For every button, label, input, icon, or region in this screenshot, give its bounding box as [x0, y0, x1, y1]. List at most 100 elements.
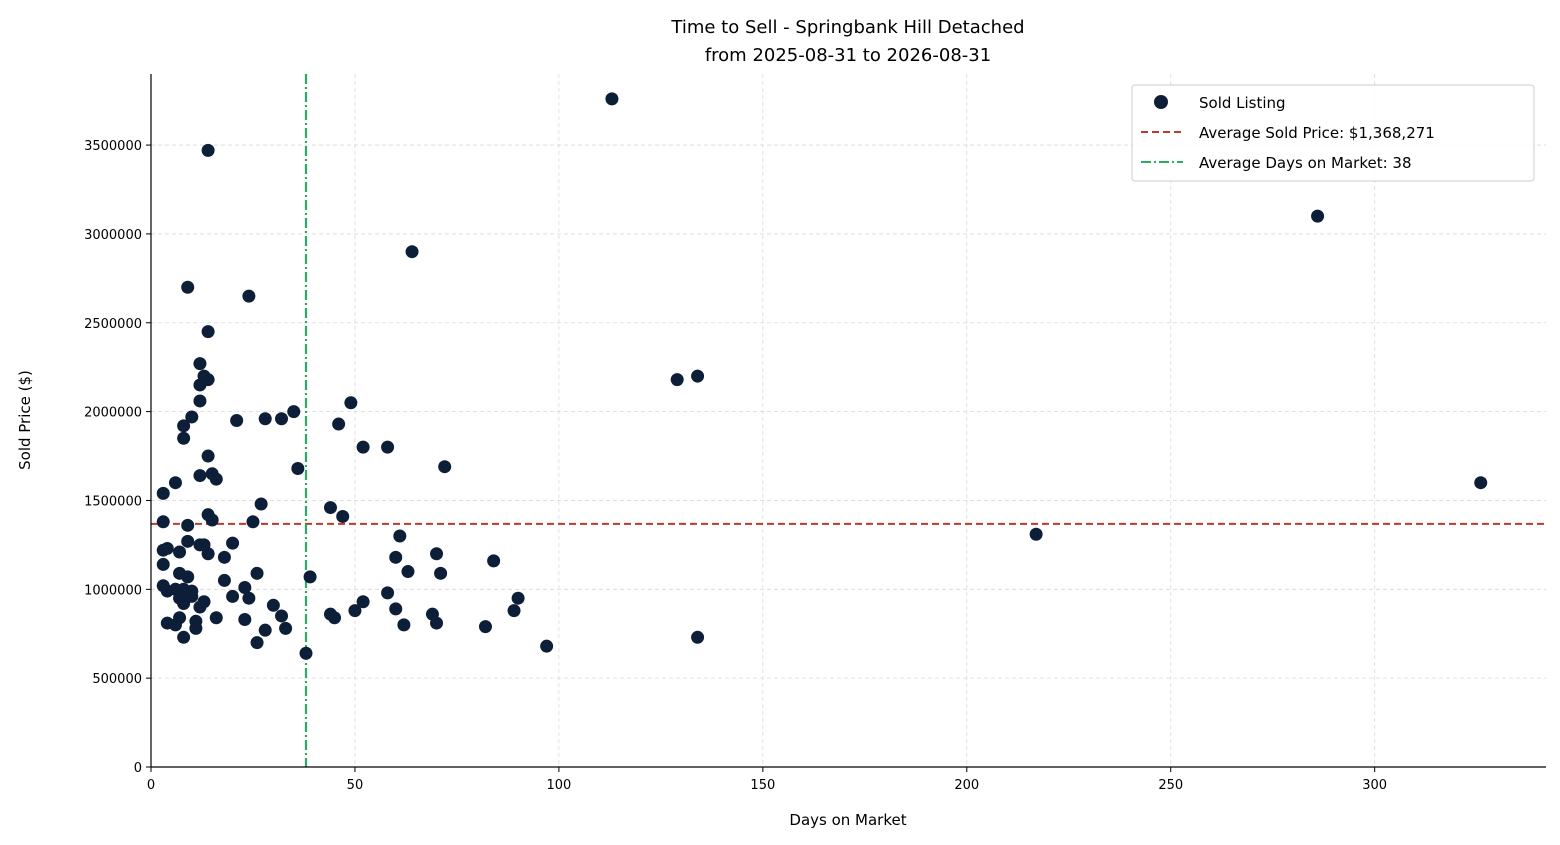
data-point — [193, 394, 207, 408]
y-tick-label: 3000000 — [84, 228, 142, 243]
data-point — [434, 566, 448, 580]
data-point — [1029, 527, 1043, 541]
data-point — [226, 536, 240, 550]
data-point — [201, 547, 215, 561]
data-point — [258, 412, 272, 426]
data-point — [393, 529, 407, 543]
data-point — [217, 573, 231, 587]
data-point — [507, 604, 521, 618]
chart-title: Time to Sell - Springbank Hill Detached — [670, 17, 1024, 38]
data-point — [1474, 476, 1488, 490]
data-point — [279, 621, 293, 635]
data-point — [181, 570, 195, 584]
data-point — [160, 541, 174, 555]
data-point — [197, 595, 211, 609]
y-tick-label: 2000000 — [84, 406, 142, 421]
data-point — [173, 545, 187, 559]
data-point — [389, 550, 403, 564]
data-point — [177, 630, 191, 644]
x-axis-title: Days on Market — [789, 811, 906, 829]
data-point — [181, 518, 195, 532]
x-tick-label: 0 — [147, 778, 155, 793]
legend-label-average-price: Average Sold Price: $1,368,271 — [1199, 124, 1435, 142]
data-point — [230, 414, 244, 427]
data-point — [254, 497, 268, 511]
data-point — [168, 476, 182, 490]
legend-label-sold-listing: Sold Listing — [1199, 94, 1286, 112]
data-point — [275, 412, 289, 426]
x-tick-label: 50 — [347, 778, 364, 793]
data-point — [356, 440, 370, 454]
y-tick-label: 500000 — [92, 672, 142, 687]
data-point — [209, 611, 223, 625]
data-point — [173, 611, 187, 625]
chart-subtitle: from 2025-08-31 to 2026-08-31 — [705, 45, 991, 66]
data-point — [156, 515, 170, 529]
data-point — [185, 589, 199, 603]
data-point — [250, 636, 264, 650]
data-point — [511, 591, 525, 605]
data-point — [328, 611, 342, 625]
legend-label-average-days: Average Days on Market: 38 — [1199, 154, 1412, 172]
data-point — [478, 620, 492, 634]
data-point — [291, 461, 305, 475]
data-point — [246, 515, 260, 529]
data-point — [670, 373, 684, 387]
data-point — [275, 609, 289, 623]
data-point — [487, 554, 501, 568]
data-point — [242, 289, 256, 303]
data-point — [356, 595, 370, 609]
y-tick-label: 1500000 — [84, 494, 142, 509]
data-point — [691, 630, 705, 644]
legend: Sold Listing Average Sold Price: $1,368,… — [1131, 84, 1535, 182]
data-point — [201, 373, 215, 387]
data-point — [181, 534, 195, 548]
data-point — [242, 591, 256, 605]
data-point — [181, 280, 195, 294]
data-point — [430, 547, 444, 561]
data-point — [389, 602, 403, 616]
data-point — [205, 513, 219, 527]
data-point — [177, 431, 191, 445]
data-point — [185, 410, 199, 424]
data-point — [430, 616, 444, 630]
data-point — [177, 419, 191, 433]
data-point — [344, 396, 358, 410]
data-point — [250, 566, 264, 580]
data-point — [209, 472, 223, 486]
data-point — [226, 589, 240, 603]
axes — [150, 74, 1546, 768]
data-point — [266, 598, 280, 612]
data-point — [323, 501, 337, 515]
y-tick-label: 2500000 — [84, 317, 142, 332]
data-point — [201, 143, 215, 157]
data-point — [397, 618, 411, 632]
data-points — [156, 92, 1488, 660]
data-point — [299, 646, 313, 660]
data-point — [405, 245, 419, 259]
data-point — [332, 417, 346, 431]
y-tick-label: 0 — [134, 761, 142, 776]
x-axis-ticks: 0 50 100 150 200 250 300 — [147, 767, 1387, 793]
data-point — [1311, 209, 1325, 223]
data-point — [401, 565, 415, 579]
x-tick-label: 200 — [954, 778, 979, 793]
data-point — [381, 586, 395, 600]
data-point — [193, 469, 207, 483]
y-tick-label: 1000000 — [84, 583, 142, 598]
data-point — [438, 460, 452, 474]
data-point — [303, 570, 317, 584]
y-tick-label: 3500000 — [84, 139, 142, 154]
x-tick-label: 150 — [750, 778, 775, 793]
grid — [151, 74, 1546, 767]
legend-marker-sold-listing — [1154, 95, 1168, 109]
data-point — [258, 623, 272, 637]
data-point — [193, 357, 207, 371]
x-tick-label: 300 — [1362, 778, 1387, 793]
data-point — [201, 325, 215, 339]
data-point — [238, 613, 252, 627]
x-tick-label: 250 — [1158, 778, 1183, 793]
data-point — [691, 369, 705, 383]
data-point — [156, 557, 170, 571]
